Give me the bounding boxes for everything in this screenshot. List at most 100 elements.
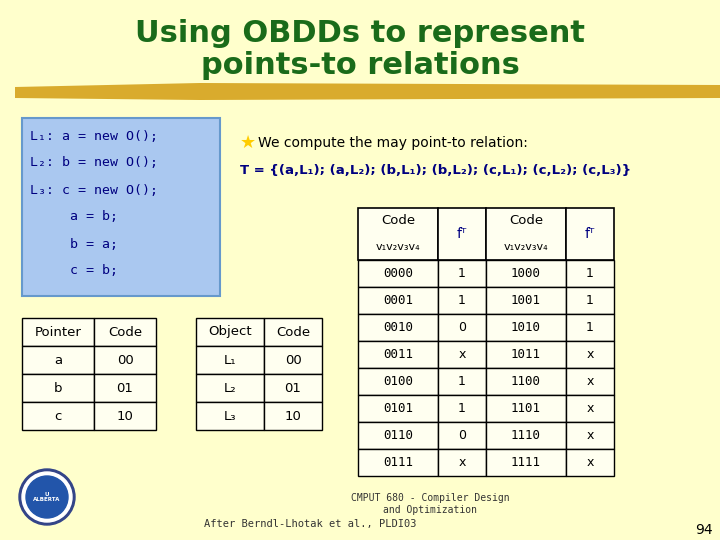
Text: 1001: 1001: [511, 294, 541, 307]
Bar: [94, 346, 156, 374]
Text: L₁: L₁: [224, 354, 236, 367]
Text: 1: 1: [586, 294, 594, 307]
Bar: [486, 341, 566, 368]
Bar: [358, 208, 438, 260]
Text: x: x: [586, 456, 594, 469]
Text: 1010: 1010: [511, 321, 541, 334]
Text: 0110: 0110: [383, 429, 413, 442]
Bar: [22, 118, 220, 296]
Text: x: x: [586, 348, 594, 361]
Text: a = b;: a = b;: [30, 211, 118, 224]
Bar: [486, 314, 566, 341]
Text: We compute the may point-to relation:: We compute the may point-to relation:: [258, 136, 528, 150]
Bar: [438, 395, 486, 422]
Bar: [566, 449, 614, 476]
Text: 1000: 1000: [511, 267, 541, 280]
Bar: [22, 346, 94, 374]
Text: 1110: 1110: [511, 429, 541, 442]
Text: x: x: [586, 402, 594, 415]
Text: Code: Code: [381, 214, 415, 227]
Circle shape: [22, 472, 72, 522]
Bar: [566, 368, 614, 395]
Text: CMPUT 680 - Compiler Design: CMPUT 680 - Compiler Design: [351, 493, 509, 503]
Bar: [566, 287, 614, 314]
Bar: [486, 395, 566, 422]
Bar: [264, 402, 322, 430]
Circle shape: [19, 469, 75, 525]
Polygon shape: [15, 83, 720, 100]
Bar: [22, 402, 94, 430]
Text: x: x: [586, 429, 594, 442]
Text: 01: 01: [284, 381, 302, 395]
Text: 1101: 1101: [511, 402, 541, 415]
Text: Code: Code: [276, 326, 310, 339]
Bar: [438, 208, 486, 260]
Text: and Optimization: and Optimization: [383, 505, 477, 515]
Bar: [486, 422, 566, 449]
Text: points-to relations: points-to relations: [201, 51, 519, 79]
Bar: [438, 449, 486, 476]
Bar: [358, 260, 438, 287]
Text: b = a;: b = a;: [30, 238, 118, 251]
Text: L₃: L₃: [224, 409, 236, 422]
Bar: [486, 287, 566, 314]
Bar: [358, 449, 438, 476]
Bar: [358, 422, 438, 449]
Text: c = b;: c = b;: [30, 265, 118, 278]
Bar: [438, 287, 486, 314]
Bar: [438, 368, 486, 395]
Text: 1: 1: [458, 375, 466, 388]
Text: 0: 0: [458, 429, 466, 442]
Text: 0001: 0001: [383, 294, 413, 307]
Text: T = {(a,L₁); (a,L₂); (b,L₁); (b,L₂); (c,L₁); (c,L₂); (c,L₃)}: T = {(a,L₁); (a,L₂); (b,L₁); (b,L₂); (c,…: [240, 164, 631, 177]
Bar: [486, 208, 566, 260]
Bar: [566, 395, 614, 422]
Bar: [358, 395, 438, 422]
Bar: [94, 318, 156, 346]
Bar: [264, 374, 322, 402]
Bar: [486, 260, 566, 287]
Text: 94: 94: [696, 523, 713, 537]
Text: L₂: L₂: [224, 381, 236, 395]
Text: 1: 1: [586, 267, 594, 280]
Text: 00: 00: [284, 354, 302, 367]
Text: a: a: [54, 354, 62, 367]
Text: Using OBDDs to represent: Using OBDDs to represent: [135, 18, 585, 48]
Text: 0011: 0011: [383, 348, 413, 361]
Bar: [438, 422, 486, 449]
Text: Code: Code: [108, 326, 142, 339]
Text: 0100: 0100: [383, 375, 413, 388]
Text: 0101: 0101: [383, 402, 413, 415]
Text: fᵀ: fᵀ: [457, 227, 467, 241]
Bar: [566, 208, 614, 260]
Circle shape: [26, 476, 68, 518]
Bar: [566, 341, 614, 368]
Text: Object: Object: [208, 326, 252, 339]
Bar: [358, 287, 438, 314]
Bar: [22, 374, 94, 402]
Text: 1100: 1100: [511, 375, 541, 388]
Bar: [358, 341, 438, 368]
Bar: [196, 374, 264, 402]
Text: 0111: 0111: [383, 456, 413, 469]
Text: 10: 10: [284, 409, 302, 422]
Bar: [196, 346, 264, 374]
Bar: [94, 374, 156, 402]
Text: 01: 01: [117, 381, 133, 395]
Bar: [22, 318, 94, 346]
Text: x: x: [459, 456, 466, 469]
Text: After Berndl-Lhotak et al., PLDI03: After Berndl-Lhotak et al., PLDI03: [204, 519, 416, 529]
Bar: [438, 260, 486, 287]
Bar: [358, 314, 438, 341]
Bar: [196, 402, 264, 430]
Text: x: x: [586, 375, 594, 388]
Text: 00: 00: [117, 354, 133, 367]
Text: 1011: 1011: [511, 348, 541, 361]
Bar: [486, 368, 566, 395]
Bar: [438, 341, 486, 368]
Text: 0: 0: [458, 321, 466, 334]
Text: U
ALBERTA: U ALBERTA: [33, 491, 60, 502]
Text: ★: ★: [240, 134, 256, 152]
Text: 1: 1: [458, 402, 466, 415]
Bar: [566, 314, 614, 341]
